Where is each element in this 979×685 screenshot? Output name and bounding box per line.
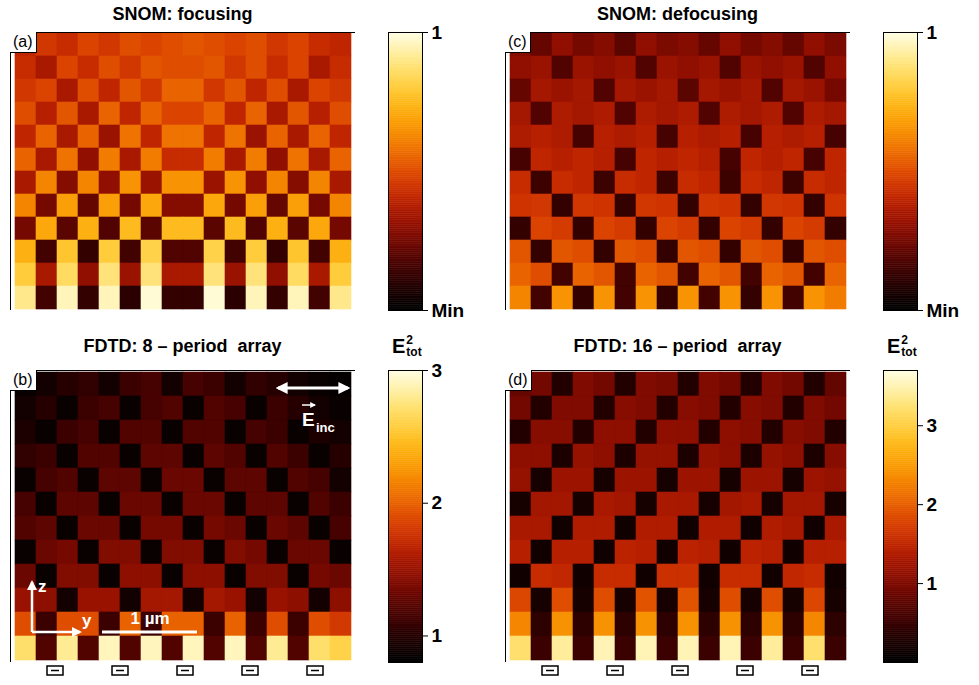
svg-text:z: z (38, 577, 47, 596)
svg-text:3: 3 (927, 415, 938, 436)
svg-text:1 µm: 1 µm (130, 609, 169, 628)
html-text:(b): (b) (13, 371, 33, 388)
svg-text:1: 1 (432, 625, 443, 646)
svg-text:y: y (82, 611, 92, 630)
html-text:tot: tot (901, 345, 917, 359)
html-text:E2: E2 (887, 333, 908, 357)
html-text:(d): (d) (508, 371, 528, 388)
html-text:(c): (c) (508, 33, 527, 50)
svg-text:Min: Min (432, 300, 465, 320)
html-text:SNOM: focusing: SNOM: focusing (112, 4, 253, 24)
html-text:tot: tot (406, 345, 422, 359)
html-text:SNOM: defocusing: SNOM: defocusing (597, 4, 758, 24)
svg-text:1: 1 (927, 573, 938, 594)
svg-text:2: 2 (927, 494, 938, 515)
svg-text:2: 2 (432, 492, 443, 513)
svg-text:E: E (302, 409, 315, 430)
html-text:E2: E2 (392, 333, 413, 357)
svg-text:1: 1 (432, 22, 443, 43)
html-text:FDTD: 16 – period array: FDTD: 16 – period array (573, 336, 782, 356)
html-text:(a): (a) (13, 33, 33, 50)
html-text:FDTD: 8 – period array: FDTD: 8 – period array (83, 336, 282, 356)
svg-text:Min: Min (927, 300, 960, 320)
svg-text:1: 1 (927, 22, 938, 43)
svg-text:3: 3 (432, 360, 443, 381)
svg-text:inc: inc (316, 420, 335, 435)
